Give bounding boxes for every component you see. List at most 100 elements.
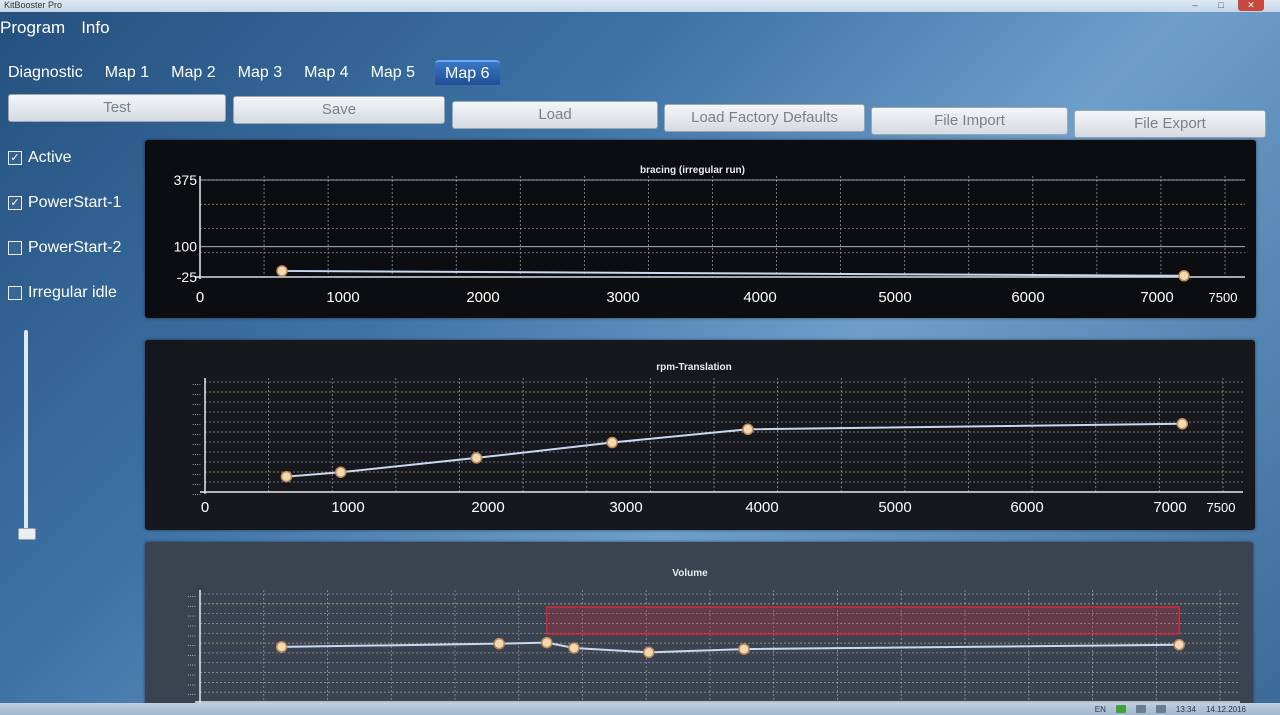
- y-tick-marker: ....: [187, 639, 196, 648]
- data-point: [276, 265, 288, 277]
- y-tick-marker: ....: [192, 488, 201, 497]
- y-tick-marker: ....: [187, 600, 196, 609]
- y-tick-marker: ....: [187, 610, 196, 619]
- menu-bar: Program Info: [0, 18, 110, 44]
- clock-time: 13:34: [1175, 704, 1196, 714]
- tab-map-1[interactable]: Map 1: [104, 63, 150, 81]
- x-tick-label: 7000: [1140, 289, 1173, 306]
- tab-diagnostic[interactable]: Diagnostic: [8, 63, 83, 81]
- bracing-chart-panel: bracing (irregular run) 375 100 -25 0 1000 200…: [145, 140, 1256, 318]
- chart-title: Volume: [672, 568, 708, 579]
- network-icon[interactable]: [1135, 705, 1146, 713]
- y-tick-marker: ....: [187, 659, 196, 668]
- taskbar: EN 13:34 14.12.2016: [0, 703, 1280, 715]
- window-title: KitBooster Pro: [4, 0, 63, 10]
- data-point: [280, 470, 293, 483]
- x-tick-label: 1000: [326, 289, 359, 306]
- data-point: [470, 452, 483, 464]
- y-tick-marker: ....: [192, 468, 201, 477]
- vertical-slider-thumb[interactable]: [18, 528, 36, 540]
- file-export-button[interactable]: File Export: [1074, 110, 1266, 138]
- checkbox-box[interactable]: ✓: [8, 151, 22, 165]
- toolbar: Test Save Load Load Factory Defaults Fil…: [8, 94, 1268, 138]
- active-checkbox[interactable]: ✓ Active: [8, 149, 72, 167]
- menu-program[interactable]: Program: [0, 18, 66, 37]
- tab-map-2[interactable]: Map 2: [171, 63, 216, 81]
- window-controls: – □ ✕: [1186, 0, 1264, 11]
- y-tick-marker: ....: [192, 378, 201, 387]
- y-tick-marker: ....: [192, 388, 201, 397]
- y-tick-marker: ....: [192, 418, 201, 427]
- y-tick-label: -25: [177, 269, 197, 285]
- x-tick-label: 4000: [743, 289, 776, 306]
- y-tick-marker: ....: [192, 448, 201, 457]
- x-tick-label: 0: [201, 499, 209, 516]
- y-tick-label: 100: [174, 239, 198, 255]
- checkbox-box[interactable]: ✓: [8, 196, 22, 210]
- irregular-idle-checkbox[interactable]: Irregular idle: [8, 284, 117, 302]
- x-tick-label: 7000: [1153, 499, 1186, 516]
- x-tick-label: 4000: [745, 499, 778, 516]
- checkbox-label: Active: [28, 149, 72, 166]
- y-tick-marker: ....: [192, 408, 201, 417]
- x-tick-label: 3000: [606, 289, 639, 306]
- checkbox-box[interactable]: [8, 286, 22, 300]
- powerstart-1-checkbox[interactable]: ✓ PowerStart-1: [8, 194, 121, 212]
- y-tick-marker: ....: [187, 619, 196, 628]
- x-tick-label: 2000: [471, 499, 504, 516]
- close-icon[interactable]: ✕: [1238, 0, 1264, 11]
- tab-map-4[interactable]: Map 4: [304, 63, 349, 81]
- test-button[interactable]: Test: [8, 94, 226, 122]
- data-point: [742, 423, 754, 436]
- x-tick-label: 1000: [331, 499, 364, 516]
- save-button[interactable]: Save: [233, 96, 445, 124]
- menu-info[interactable]: Info: [81, 18, 110, 37]
- x-tick-label: 2000: [466, 289, 499, 306]
- language-indicator[interactable]: EN: [1094, 704, 1106, 714]
- volume-icon[interactable]: [1155, 705, 1166, 713]
- tab-map-6[interactable]: Map 6: [435, 60, 500, 85]
- data-point: [606, 436, 618, 449]
- maximize-icon[interactable]: □: [1218, 0, 1224, 10]
- checkbox-box[interactable]: [8, 241, 22, 255]
- vertical-slider-track[interactable]: [24, 330, 28, 535]
- data-point: [334, 466, 347, 478]
- file-import-button[interactable]: File Import: [871, 107, 1068, 135]
- rpm-translation-chart[interactable]: rpm-Translation.........................…: [145, 340, 1255, 530]
- powerstart-2-checkbox[interactable]: PowerStart-2: [8, 239, 121, 257]
- x-tick-label: 6000: [1010, 499, 1043, 516]
- series-line: [281, 269, 1185, 277]
- load-factory-defaults-button[interactable]: Load Factory Defaults: [664, 104, 865, 132]
- x-tick-label: 7500: [1209, 290, 1238, 305]
- y-tick-label: 375: [174, 172, 198, 188]
- y-tick-marker: ....: [192, 428, 201, 437]
- x-tick-label: 5000: [878, 499, 911, 516]
- data-point: [541, 636, 553, 649]
- x-tick-label: 0: [196, 289, 204, 306]
- tab-map-3[interactable]: Map 3: [237, 63, 283, 81]
- y-tick-marker: ....: [192, 458, 201, 467]
- title-bar: KitBooster Pro – □ ✕: [0, 0, 1280, 12]
- y-tick-marker: ....: [192, 478, 201, 487]
- x-tick-label: 3000: [609, 499, 642, 516]
- data-point: [1173, 639, 1185, 651]
- bracing-chart[interactable]: bracing (irregular run) 375 100 -25 0 1000 200…: [145, 140, 1256, 318]
- x-tick-label: 7500: [1207, 500, 1236, 515]
- data-point: [738, 643, 750, 655]
- tab-map-5[interactable]: Map 5: [370, 63, 416, 81]
- volume-chart[interactable]: Volume..................................…: [145, 542, 1253, 715]
- y-tick-marker: ....: [187, 649, 196, 658]
- minimize-icon[interactable]: –: [1192, 0, 1198, 10]
- volume-chart-panel: Volume..................................…: [145, 542, 1253, 715]
- data-point: [1178, 270, 1190, 282]
- y-tick-marker: ....: [187, 590, 196, 599]
- load-button[interactable]: Load: [452, 101, 658, 129]
- app-tray-icon[interactable]: [1115, 705, 1126, 713]
- data-point: [1176, 418, 1189, 430]
- data-point: [493, 637, 505, 650]
- y-tick-marker: ....: [187, 678, 196, 687]
- series-line: [286, 422, 1183, 478]
- data-point: [643, 646, 655, 659]
- x-tick-label: 5000: [878, 289, 911, 306]
- y-tick-marker: ....: [187, 669, 196, 678]
